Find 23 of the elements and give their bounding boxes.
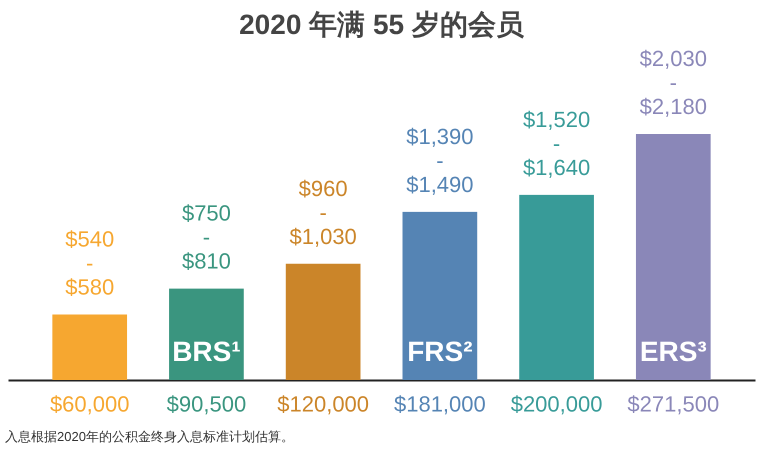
bar <box>519 194 594 380</box>
data-label: $960 - $1,030 <box>289 176 357 249</box>
annotation: FRS² <box>407 336 473 367</box>
data-label: $1,520 - $1,640 <box>522 106 590 180</box>
x-tick-label: $181,000 <box>394 392 486 416</box>
data-label: $1,390 - $1,490 <box>406 124 474 197</box>
chart-title: 2020 年满 55 岁的会员 <box>239 9 525 40</box>
bar <box>52 314 128 380</box>
annotation: BRS¹ <box>172 336 241 367</box>
x-tick-label: $200,000 <box>510 392 602 416</box>
data-label: $2,030 - $2,180 <box>640 46 707 119</box>
x-tick-label: $60,000 <box>50 392 130 416</box>
x-tick-label: $271,500 <box>627 392 720 416</box>
x-tick-label: $90,500 <box>166 392 246 416</box>
text: 入息根据2020年的公积金终身入息标准计划估算。 <box>5 429 294 444</box>
data-label: $750 - $810 <box>182 200 231 274</box>
bar <box>402 212 478 380</box>
x-tick-label: $120,000 <box>277 392 370 416</box>
annotation: ERS³ <box>640 336 707 367</box>
bar <box>169 288 244 380</box>
data-label: $540 - $580 <box>65 226 114 300</box>
bar <box>286 264 360 380</box>
bar <box>636 134 711 380</box>
